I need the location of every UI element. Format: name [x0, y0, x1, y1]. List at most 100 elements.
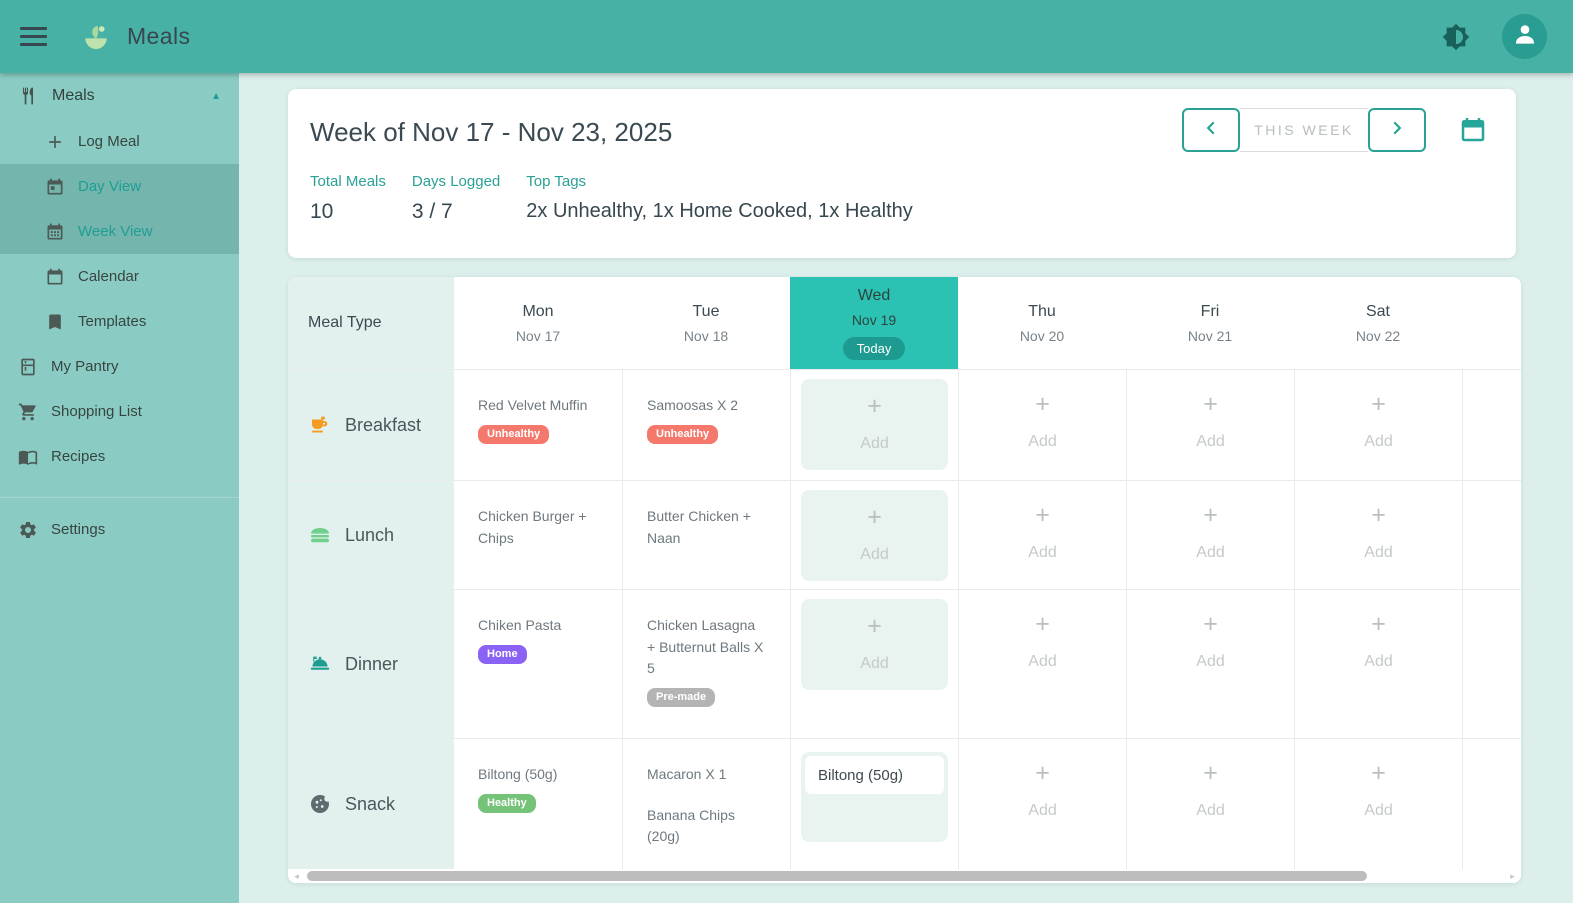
meal-type-label: Lunch [345, 524, 395, 545]
add-meal-button[interactable]: + Add [958, 369, 1126, 480]
sidebar-item-day-view[interactable]: Day View [0, 164, 239, 209]
add-label: Add [1196, 544, 1225, 561]
sprout-logo-icon [80, 21, 112, 53]
day-header-mon[interactable]: Mon Nov 17 [454, 277, 622, 369]
add-meal-button[interactable]: + Add [1126, 480, 1294, 589]
day-name: Tue [692, 302, 720, 320]
week-summary-card: Week of Nov 17 - Nov 23, 2025 THIS WEEK … [288, 89, 1516, 258]
meal-name: Biltong (50g) [478, 766, 558, 782]
day-date: Nov 22 [1355, 327, 1401, 344]
meal-tag: Home [478, 644, 527, 664]
this-week-button[interactable]: THIS WEEK [1240, 108, 1368, 152]
add-meal-button[interactable]: + Add [1294, 480, 1462, 589]
stat-label: Days Logged [411, 173, 501, 190]
meal-name: Red Velvet Muffin [478, 397, 588, 413]
scrollbar-thumb[interactable] [307, 871, 1367, 881]
add-label: Add [1028, 802, 1057, 819]
sidebar-item-label: Templates [78, 313, 147, 330]
sidebar-item-settings[interactable]: Settings [0, 507, 239, 552]
plus-icon [45, 132, 65, 152]
meal-entry[interactable]: Biltong (50g) [805, 756, 944, 794]
sidebar-item-my-pantry[interactable]: My Pantry [0, 344, 239, 389]
add-meal-button[interactable]: + Add [958, 738, 1126, 869]
next-week-button[interactable] [1368, 108, 1426, 152]
chevron-up-icon[interactable]: ▲ [211, 90, 221, 102]
add-label: Add [1028, 433, 1057, 450]
sidebar-item-log-meal[interactable]: Log Meal [0, 119, 239, 164]
sidebar-item-templates[interactable]: Templates [0, 299, 239, 344]
scroll-left-arrow[interactable]: ◂ [294, 871, 299, 881]
day-header-tue[interactable]: Tue Nov 18 [622, 277, 790, 369]
day-header-thu[interactable]: Thu Nov 20 [958, 277, 1126, 369]
add-label: Add [860, 655, 889, 672]
scroll-right-arrow[interactable]: ▸ [1510, 871, 1515, 881]
bookmark-icon [45, 312, 65, 332]
week-title: Week of Nov 17 - Nov 23, 2025 [310, 117, 673, 147]
add-meal-button[interactable]: + Add [958, 589, 1126, 738]
sidebar-item-label: Day View [78, 178, 142, 195]
fork-knife-icon [18, 86, 38, 106]
add-meal-button[interactable]: + Add [958, 480, 1126, 589]
sidebar-item-calendar[interactable]: Calendar [0, 254, 239, 299]
day-name: Sat [1365, 302, 1390, 320]
day-header-sat[interactable]: Sat Nov 22 [1294, 277, 1462, 369]
plus-icon: + [1371, 390, 1386, 418]
meal-entry: Chicken Lasagna + Butternut Balls X 5 Pre… [647, 615, 774, 708]
planner-cell: + Add [790, 369, 958, 480]
add-meal-button[interactable]: + Add [1126, 369, 1294, 480]
brightness-theme-toggle-icon[interactable] [1442, 23, 1470, 51]
day-name: Mon [522, 302, 554, 320]
scrollbar-track[interactable] [305, 871, 1504, 881]
meal-tag: Unhealthy [647, 424, 719, 444]
add-meal-button[interactable]: + Add [1294, 589, 1462, 738]
add-meal-button[interactable]: + Add [801, 490, 948, 581]
previous-week-button[interactable] [1182, 108, 1240, 152]
calendar-week-icon [45, 222, 65, 242]
user-avatar[interactable] [1502, 14, 1547, 59]
plus-icon: + [1035, 610, 1050, 638]
today-badge: Today [842, 336, 906, 360]
planner-cell: + Add [790, 589, 958, 738]
calendar-day-icon [45, 177, 65, 197]
day-header-wed[interactable]: Wed Nov 19 Today [790, 277, 958, 369]
meal-name: Butter Chicken + Naan [647, 508, 751, 546]
meal-entry: Butter Chicken + Naan [647, 506, 774, 549]
planner-cell: Chicken Lasagna + Butternut Balls X 5 Pre… [622, 589, 790, 738]
top-app-bar: Meals [0, 0, 1573, 73]
stat-label: Top Tags [526, 173, 587, 190]
plus-icon: + [1371, 759, 1386, 787]
day-date: Nov 21 [1187, 327, 1233, 344]
add-meal-button[interactable]: + Add [1126, 738, 1294, 869]
day-header-fri[interactable]: Fri Nov 21 [1126, 277, 1294, 369]
stat-total-meals: Total Meals 10 [310, 173, 386, 224]
meal-entry: Red Velvet Muffin Unhealthy [478, 395, 606, 444]
sidebar-item-week-view[interactable]: Week View [0, 209, 239, 254]
cloche-icon [308, 652, 332, 676]
plus-icon: + [867, 503, 882, 531]
sidebar-item-label: Log Meal [78, 133, 140, 150]
planner-cell: Macaron X 1 Banana Chips (20g) [622, 738, 790, 869]
calendar-picker-button[interactable] [1458, 115, 1488, 145]
meal-entry: Chiken Pasta Home [478, 615, 606, 664]
meal-name: Samoosas X 2 [647, 397, 739, 413]
plus-icon: + [867, 392, 882, 420]
add-label: Add [1028, 653, 1057, 670]
person-icon [1511, 20, 1539, 53]
add-meal-button[interactable]: + Add [1126, 589, 1294, 738]
add-label: Add [860, 546, 889, 563]
plus-icon: + [1035, 390, 1050, 418]
add-meal-button[interactable]: + Add [801, 379, 948, 470]
add-meal-button[interactable]: + Add [801, 599, 948, 690]
sidebar-divider [0, 497, 239, 498]
week-navigation: THIS WEEK [1182, 108, 1426, 152]
sidebar-item-recipes[interactable]: Recipes [0, 434, 239, 479]
add-meal-button[interactable]: + Add [1294, 738, 1462, 869]
add-label: Add [1364, 433, 1393, 450]
sidebar-section-meals[interactable]: Meals ▲ [0, 73, 239, 119]
day-date: Nov 20 [1019, 327, 1065, 344]
sidebar-item-shopping-list[interactable]: Shopping List [0, 389, 239, 434]
add-meal-button[interactable]: + Add [1294, 369, 1462, 480]
hamburger-menu-button[interactable] [20, 27, 47, 46]
planner-cell: Biltong (50g) [790, 738, 958, 869]
stat-top-tags: Top Tags 2x Unhealthy, 1x Home Cooked, 1x… [526, 173, 913, 224]
